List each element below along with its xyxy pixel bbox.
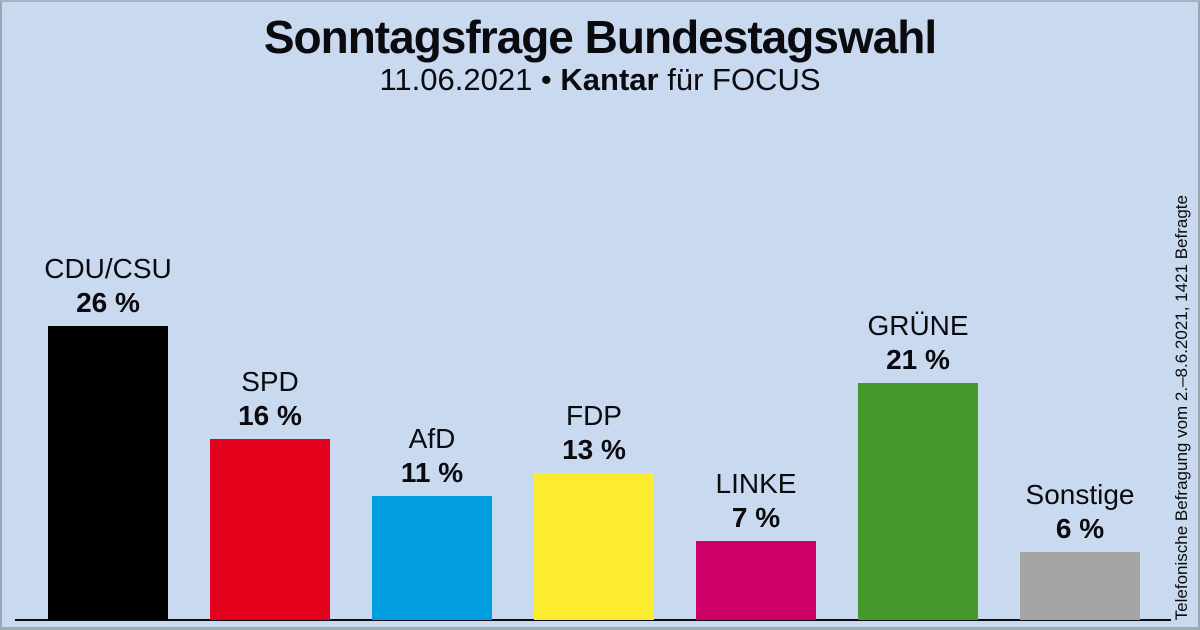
bar-label-spd: SPD 16 % bbox=[238, 365, 302, 433]
bar-group-cdu-csu: CDU/CSU 26 % bbox=[27, 252, 189, 620]
party-value: 16 % bbox=[238, 400, 302, 431]
party-name: GRÜNE bbox=[867, 310, 969, 341]
party-name: Sonstige bbox=[1025, 479, 1135, 510]
bar-linke bbox=[696, 541, 816, 620]
subtitle-institute: Kantar bbox=[560, 62, 659, 97]
bar-fdp bbox=[534, 473, 654, 620]
party-value: 6 % bbox=[1055, 513, 1105, 544]
party-value: 11 % bbox=[400, 457, 464, 488]
survey-source-note: Telefonische Befragung vom 2.–8.6.2021, … bbox=[1172, 194, 1191, 620]
party-value: 21 % bbox=[886, 344, 950, 375]
bar-label-fdp: FDP 13 % bbox=[562, 399, 626, 467]
bar-group-spd: SPD 16 % bbox=[189, 365, 351, 620]
bar-gr-ne bbox=[858, 383, 978, 620]
party-name: FDP bbox=[565, 400, 622, 431]
bar-label-gr-ne: GRÜNE 21 % bbox=[867, 309, 968, 377]
bar-label-cdu-csu: CDU/CSU 26 % bbox=[44, 252, 172, 320]
bar-label-afd: AfD 11 % bbox=[401, 422, 463, 490]
x-axis-line bbox=[15, 619, 1171, 621]
bar-group-fdp: FDP 13 % bbox=[513, 399, 675, 620]
party-name: AfD bbox=[408, 423, 456, 454]
bar-group-afd: AfD 11 % bbox=[351, 422, 513, 620]
bar-group-sonstige: Sonstige 6 % bbox=[999, 478, 1161, 620]
chart-subtitle: 11.06.2021 • Kantar für FOCUS bbox=[0, 62, 1200, 98]
party-value: 26 % bbox=[76, 287, 140, 318]
bar-label-sonstige: Sonstige 6 % bbox=[1026, 478, 1135, 546]
party-value: 7 % bbox=[731, 502, 781, 533]
bar-spd bbox=[210, 439, 330, 620]
bar-cdu-csu bbox=[48, 326, 168, 620]
party-name: CDU/CSU bbox=[44, 253, 172, 284]
bar-label-linke: LINKE 7 % bbox=[716, 467, 797, 535]
chart-title: Sonntagsfrage Bundestagswahl bbox=[263, 11, 937, 63]
bar-group-gr-ne: GRÜNE 21 % bbox=[837, 309, 999, 620]
party-value: 13 % bbox=[562, 434, 626, 465]
subtitle-date: 11.06.2021 • bbox=[379, 62, 561, 97]
party-name: SPD bbox=[241, 366, 299, 397]
bar-group-linke: LINKE 7 % bbox=[675, 467, 837, 620]
party-name: LINKE bbox=[715, 468, 797, 499]
bar-sonstige bbox=[1020, 552, 1140, 620]
subtitle-client: für FOCUS bbox=[658, 62, 821, 97]
bar-afd bbox=[372, 496, 492, 620]
